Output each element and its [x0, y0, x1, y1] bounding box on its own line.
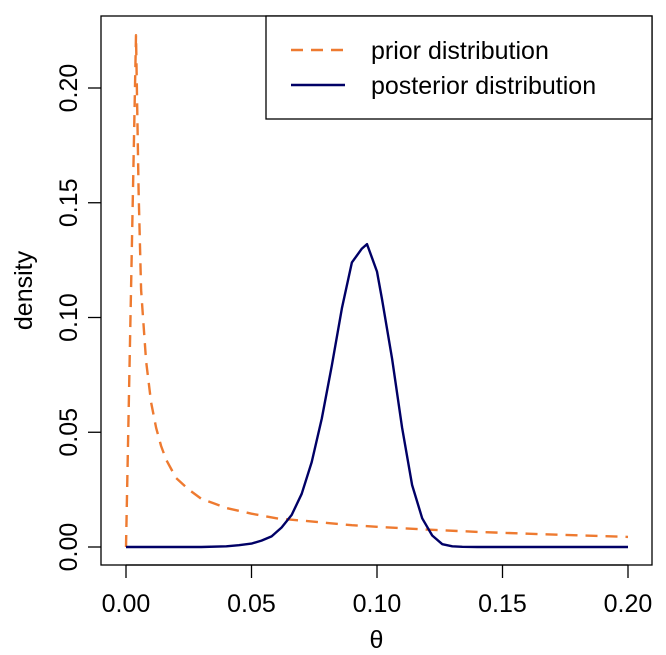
y-tick-label: 0.15: [55, 178, 83, 227]
legend-label-prior: prior distribution: [371, 37, 549, 65]
y-tick-label: 0.00: [55, 523, 83, 572]
x-tick-label: 0.20: [604, 590, 653, 618]
y-axis-title: density: [10, 250, 38, 330]
y-tick-label: 0.05: [55, 408, 83, 457]
axes-layer: 0.00 0.05 0.10 0.15 0.20 0.00 0.05 0.10 0.15 0.20…: [10, 15, 653, 654]
series-line-posterior: [126, 242, 628, 549]
legend: prior distribution posterior distribution: [265, 15, 653, 120]
legend-label-posterior: posterior distribution: [371, 72, 596, 100]
y-tick-label: 0.20: [55, 64, 83, 113]
x-axis-title: θ: [370, 626, 384, 654]
y-tick-label: 0.10: [55, 293, 83, 342]
x-tick-label: 0.10: [353, 590, 402, 618]
series-line-prior: [124, 34, 629, 548]
x-tick-label: 0.15: [478, 590, 527, 618]
series-layer: [124, 34, 629, 549]
x-tick-label: 0.00: [102, 590, 151, 618]
x-tick-label: 0.05: [227, 590, 276, 618]
legend-box: [265, 15, 653, 120]
